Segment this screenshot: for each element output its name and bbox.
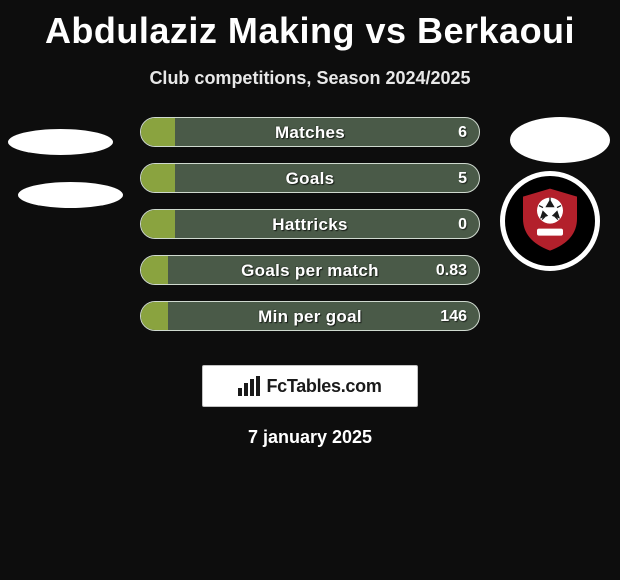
stat-row: Min per goal146 (140, 301, 480, 331)
stat-row: Goals per match0.83 (140, 255, 480, 285)
club-badge (500, 171, 600, 271)
left-player-placeholder-1 (8, 129, 113, 155)
stat-label: Goals (141, 164, 479, 192)
stat-row: Matches6 (140, 117, 480, 147)
stat-row: Hattricks0 (140, 209, 480, 239)
stat-value-right: 0.83 (436, 256, 467, 284)
comparison-card: Abdulaziz Making vs Berkaoui Club compet… (0, 0, 620, 580)
subtitle: Club competitions, Season 2024/2025 (0, 68, 620, 89)
stat-value-right: 146 (440, 302, 467, 330)
stat-row: Goals5 (140, 163, 480, 193)
brand-text: FcTables.com (266, 376, 381, 397)
stat-value-right: 6 (458, 118, 467, 146)
stat-value-right: 5 (458, 164, 467, 192)
date-text: 7 january 2025 (0, 427, 620, 448)
stat-label: Goals per match (141, 256, 479, 284)
club-badge-art (515, 185, 585, 255)
right-player-placeholder (510, 117, 610, 163)
page-title: Abdulaziz Making vs Berkaoui (0, 0, 620, 52)
stat-rows: Matches6Goals5Hattricks0Goals per match0… (140, 117, 480, 347)
stat-value-right: 0 (458, 210, 467, 238)
stat-label: Hattricks (141, 210, 479, 238)
brand-badge[interactable]: FcTables.com (202, 365, 418, 407)
left-player-placeholder-2 (18, 182, 123, 208)
stat-label: Matches (141, 118, 479, 146)
bars-icon (238, 376, 260, 396)
stat-label: Min per goal (141, 302, 479, 330)
